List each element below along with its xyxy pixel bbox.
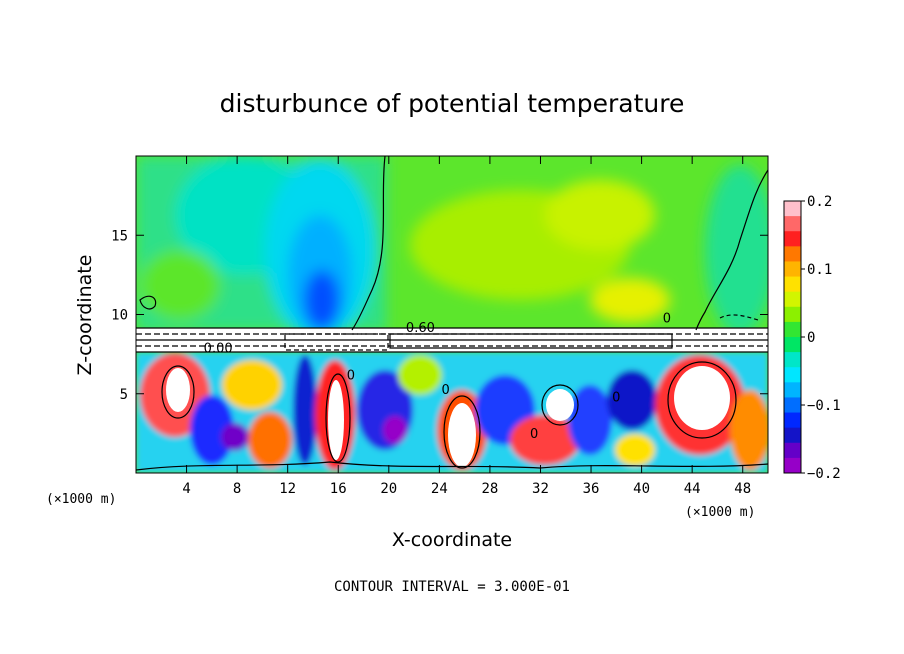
saturated-patch (674, 366, 730, 430)
contour-line (351, 156, 386, 331)
plot-area: 0.60 0.00 0 0 0 0 0 (136, 156, 768, 473)
x-axis-unit-label-right: (×1000 m) (685, 505, 755, 520)
colorbar-tick-label: 0 (807, 330, 815, 346)
x-tick-label: 12 (279, 481, 296, 497)
upper-field (136, 156, 768, 340)
field-patch (140, 250, 220, 320)
colorbar-swatch (784, 397, 801, 414)
colorbar-swatch (784, 231, 801, 247)
colorbar-swatch (784, 321, 801, 338)
colorbar-swatch (784, 306, 801, 323)
x-tick-label: 16 (330, 481, 347, 497)
field-patch (248, 412, 292, 468)
contour-label: 0 (612, 391, 620, 406)
contour-label: 0 (442, 383, 450, 398)
field-patch (221, 423, 249, 451)
contour-line (161, 365, 195, 419)
y-tick-label: 5 (120, 387, 128, 403)
saturated-patch (448, 403, 476, 467)
field-patch (383, 416, 407, 444)
contour-line (325, 373, 351, 463)
field-patch (293, 355, 317, 465)
field-patch (190, 395, 234, 465)
x-axis-title: X-coordinate (392, 529, 512, 551)
contour-line (695, 169, 768, 331)
saturated-patch (546, 389, 574, 421)
x-tick-label: 28 (481, 481, 498, 497)
contour-line (667, 361, 737, 439)
colorbar-swatch (784, 367, 801, 383)
field-patch (304, 270, 340, 330)
colorbar-swatch (784, 382, 801, 398)
colorbar-swatch (784, 427, 801, 444)
field-patch (510, 415, 580, 465)
x-tick-label: 24 (431, 481, 448, 497)
x-tick-label: 48 (734, 481, 751, 497)
saturated-patch (328, 380, 344, 460)
colorbar-swatch (784, 442, 801, 459)
saturated-patch (166, 368, 190, 412)
colorbar-swatch (784, 412, 801, 429)
contour-labels: 0.60 0.00 0 0 0 0 0 (204, 311, 671, 442)
colorbar: 0.2 0.1 0 −0.1 −0.2 (783, 194, 841, 482)
x-tick-label: 8 (233, 481, 241, 497)
field-patch (730, 390, 768, 470)
colorbar-swatch (784, 337, 801, 353)
colorbar-swatch (784, 261, 801, 278)
contour-line (443, 395, 481, 469)
field-patch (398, 355, 442, 395)
colorbar-swatch (784, 352, 801, 368)
contour-label: 0.00 (204, 342, 233, 357)
contour-interval-label: CONTOUR INTERVAL = 3.000E-01 (334, 579, 570, 595)
field-patch (545, 180, 655, 250)
colorbar-swatch (784, 457, 801, 474)
contour-label: 0 (347, 368, 355, 383)
field-patch (222, 360, 282, 410)
x-tick-label: 32 (532, 481, 549, 497)
x-tick-label: 44 (684, 481, 701, 497)
colorbar-swatch (784, 291, 801, 308)
contour-line (541, 384, 579, 426)
colorbar-tick-label: 0.2 (807, 194, 832, 210)
field-patch (568, 385, 612, 455)
x-axis-unit-label-left: (×1000 m) (46, 492, 116, 507)
field-patch (705, 165, 768, 335)
y-axis: 5 10 15 (111, 228, 768, 403)
contour-lines (136, 156, 768, 471)
colorbar-swatch (784, 201, 801, 217)
y-axis-title: Z-coordinate (74, 255, 96, 376)
colorbar-tick-label: −0.1 (807, 398, 841, 414)
chart-title: disturbunce of potential temperature (220, 89, 685, 118)
contour-line (139, 295, 157, 310)
x-tick-label: 4 (182, 481, 190, 497)
colorbar-swatch (784, 276, 801, 293)
contour-label: 0 (530, 427, 538, 442)
colorbar-tick-label: 0.1 (807, 262, 832, 278)
contour-line (284, 333, 389, 351)
contour-label: 0.60 (406, 321, 435, 336)
field-patch (615, 434, 655, 466)
x-tick-label: 20 (380, 481, 397, 497)
x-axis: 4 8 12 16 20 24 28 32 36 40 44 48 (182, 156, 751, 497)
colorbar-tick-label: −0.2 (807, 466, 841, 482)
y-tick-label: 15 (111, 228, 128, 244)
field-patch (590, 278, 670, 322)
colorbar-swatch (784, 216, 801, 232)
contour-line (389, 333, 673, 349)
field-patch (607, 370, 657, 430)
y-tick-label: 10 (111, 308, 128, 324)
x-tick-label: 36 (583, 481, 600, 497)
colorbar-swatch (784, 246, 801, 262)
x-tick-label: 40 (633, 481, 650, 497)
contour-label: 0 (663, 311, 671, 326)
contour-line (719, 314, 759, 321)
